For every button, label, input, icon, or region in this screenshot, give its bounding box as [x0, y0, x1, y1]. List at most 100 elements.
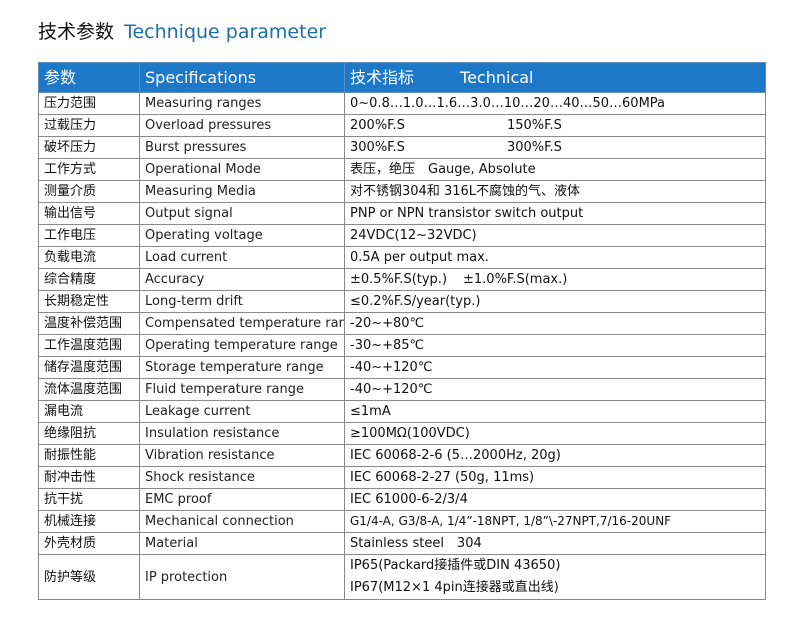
section-title: 技术参数 Technique parameter	[38, 18, 326, 46]
table-row: 测量介质 Measuring Media 对不锈钢304和 316L不腐蚀的气、…	[38, 180, 766, 203]
param-value-2: ±1.0%F.S(max.)	[463, 272, 568, 287]
table-row: 长期稳定性 Long-term drift ≤0.2%F.S/year(typ.…	[38, 290, 766, 313]
param-cn: 负载电流	[38, 246, 140, 269]
header-specifications: Specifications	[139, 62, 345, 93]
param-cn: 抗干扰	[38, 488, 140, 511]
header-technical-cn: 技术指标	[350, 68, 415, 87]
table-row: 工作电压 Operating voltage 24VDC(12~32VDC)	[38, 224, 766, 247]
param-cn: 综合精度	[38, 268, 140, 291]
param-value: IEC 60068-2-27 (50g, 11ms)	[344, 466, 766, 489]
param-value: -20~+80℃	[344, 312, 766, 335]
table-row: 耐振性能 Vibration resistance IEC 60068-2-6 …	[38, 444, 766, 467]
table-row: 绝缘阻抗 Insulation resistance ≥100MΩ(100VDC…	[38, 422, 766, 445]
param-value-2: 150%F.S	[506, 118, 562, 133]
table-row: 机械连接 Mechanical connection G1/4-A, G3/8-…	[38, 510, 766, 533]
param-cn: 储存温度范围	[38, 356, 140, 379]
table-row: 抗干扰 EMC proof IEC 61000-6-2/3/4	[38, 488, 766, 511]
param-cn: 耐冲击性	[38, 466, 140, 489]
param-en: Mechanical connection	[139, 510, 345, 533]
table-row: 工作方式 Operational Mode 表压，绝压 Gauge, Absol…	[38, 158, 766, 181]
table-row: 储存温度范围 Storage temperature range -40~+12…	[38, 356, 766, 379]
param-en: Measuring ranges	[139, 92, 345, 115]
header-technical: 技术指标 Technical	[344, 62, 766, 93]
param-value-1: ±0.5%F.S(typ.)	[350, 272, 448, 287]
spec-table: 参数 Specifications 技术指标 Technical 压力范围 Mea…	[38, 62, 766, 600]
param-en: Operational Mode	[139, 158, 345, 181]
param-en: Operating temperature range	[139, 334, 345, 357]
param-en: EMC proof	[139, 488, 345, 511]
param-en: Measuring Media	[139, 180, 345, 203]
section-title-en: Technique parameter	[124, 21, 327, 43]
param-cn: 工作方式	[38, 158, 140, 181]
table-row: 综合精度 Accuracy ±0.5%F.S(typ.) ±1.0%F.S(max…	[38, 268, 766, 291]
param-en: Overload pressures	[139, 114, 345, 137]
param-value: -30~+85℃	[344, 334, 766, 357]
table-row: 耐冲击性 Shock resistance IEC 60068-2-27 (50…	[38, 466, 766, 489]
table-row: 漏电流 Leakage current ≤1mA	[38, 400, 766, 423]
param-value: G1/4-A, G3/8-A, 1/4”-18NPT, 1/8”\-27NPT,…	[344, 510, 766, 533]
param-value: ≤1mA	[344, 400, 766, 423]
param-value: ≥100MΩ(100VDC)	[344, 422, 766, 445]
table-row: 流体温度范围 Fluid temperature range -40~+120℃	[38, 378, 766, 401]
param-cn: 过载压力	[38, 114, 140, 137]
param-en: Storage temperature range	[139, 356, 345, 379]
param-en: Burst pressures	[139, 136, 345, 159]
param-value: 200%F.S 150%F.S	[344, 114, 766, 137]
param-en: Vibration resistance	[139, 444, 345, 467]
param-value-2: IP67(M12×1 4pin连接器或直出线)	[350, 580, 559, 595]
table-row: 破坏压力 Burst pressures 300%F.S 300%F.S	[38, 136, 766, 159]
param-en: Operating voltage	[139, 224, 345, 247]
table-header-row: 参数 Specifications 技术指标 Technical	[38, 62, 766, 93]
param-value: 对不锈钢304和 316L不腐蚀的气、液体	[344, 180, 766, 203]
param-cn: 温度补偿范围	[38, 312, 140, 335]
param-value-1: 200%F.S	[350, 118, 405, 133]
param-en: Shock resistance	[139, 466, 345, 489]
param-value: 0.5A per output max.	[344, 246, 766, 269]
param-en: Load current	[139, 246, 345, 269]
param-en: IP protection	[139, 554, 345, 600]
param-value: IEC 60068-2-6 (5…2000Hz, 20g)	[344, 444, 766, 467]
param-cn: 流体温度范围	[38, 378, 140, 401]
param-cn: 工作温度范围	[38, 334, 140, 357]
param-value: PNP or NPN transistor switch output	[344, 202, 766, 225]
param-value: 300%F.S 300%F.S	[344, 136, 766, 159]
param-value-2: 300%F.S	[506, 140, 562, 155]
param-value: Stainless steel 304	[344, 532, 766, 555]
param-en: Long-term drift	[139, 290, 345, 313]
header-technical-en: Technical	[460, 68, 534, 87]
param-cn: 漏电流	[38, 400, 140, 423]
table-row: 输出信号 Output signal PNP or NPN transistor…	[38, 202, 766, 225]
param-value: 表压，绝压 Gauge, Absolute	[344, 158, 766, 181]
param-en: Fluid temperature range	[139, 378, 345, 401]
section-title-cn: 技术参数	[38, 21, 115, 43]
table-row: 防护等级 IP protection IP65(Packard接插件或DIN 4…	[38, 554, 766, 600]
param-en: Output signal	[139, 202, 345, 225]
table-row: 外壳材质 Material Stainless steel 304	[38, 532, 766, 555]
header-param: 参数	[38, 62, 140, 93]
table-row: 负载电流 Load current 0.5A per output max.	[38, 246, 766, 269]
param-cn: 输出信号	[38, 202, 140, 225]
param-cn: 外壳材质	[38, 532, 140, 555]
param-cn: 破坏压力	[38, 136, 140, 159]
param-cn: 测量介质	[38, 180, 140, 203]
param-cn: 耐振性能	[38, 444, 140, 467]
param-value: IEC 61000-6-2/3/4	[344, 488, 766, 511]
param-en: Accuracy	[139, 268, 345, 291]
param-cn: 防护等级	[38, 554, 140, 600]
param-en: Leakage current	[139, 400, 345, 423]
param-en: Material	[139, 532, 345, 555]
param-cn: 机械连接	[38, 510, 140, 533]
param-value: ≤0.2%F.S/year(typ.)	[344, 290, 766, 313]
table-row: 压力范围 Measuring ranges 0~0.8…1.0…1.6…3.0……	[38, 92, 766, 115]
table-row: 温度补偿范围 Compensated temperature range -20…	[38, 312, 766, 335]
param-cn: 长期稳定性	[38, 290, 140, 313]
param-cn: 压力范围	[38, 92, 140, 115]
table-row: 过载压力 Overload pressures 200%F.S 150%F.S	[38, 114, 766, 137]
param-value: -40~+120℃	[344, 378, 766, 401]
param-en: Compensated temperature range	[139, 312, 345, 335]
param-value: IP65(Packard接插件或DIN 43650) IP67(M12×1 4p…	[344, 554, 766, 600]
param-value-1: 300%F.S	[350, 140, 405, 155]
param-value: -40~+120℃	[344, 356, 766, 379]
param-value: ±0.5%F.S(typ.) ±1.0%F.S(max.)	[344, 268, 766, 291]
table-row: 工作温度范围 Operating temperature range -30~+…	[38, 334, 766, 357]
